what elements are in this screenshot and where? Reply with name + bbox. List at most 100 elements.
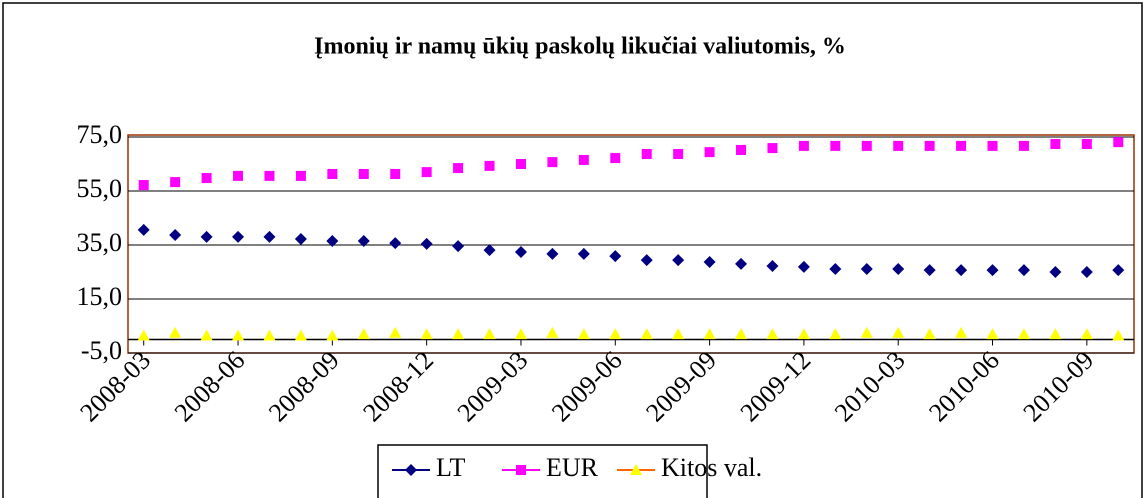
point: [390, 168, 401, 179]
point: [452, 240, 465, 253]
series: [137, 326, 1125, 341]
point: [169, 326, 182, 338]
y-tick-label: 15,0: [77, 282, 123, 311]
point: [263, 329, 276, 341]
point: [767, 143, 778, 154]
point: [170, 177, 181, 188]
y-tick-label: 55,0: [77, 174, 123, 203]
point: [987, 140, 998, 151]
legend-marker: [630, 464, 642, 475]
point: [137, 329, 150, 341]
point: [514, 246, 527, 259]
point: [829, 263, 842, 276]
point: [861, 140, 872, 151]
point: [200, 329, 213, 341]
point: [704, 147, 715, 158]
point: [766, 328, 779, 340]
point: [483, 328, 496, 340]
point: [893, 140, 904, 151]
point: [1017, 328, 1030, 340]
point: [546, 326, 559, 338]
legend-box: [377, 444, 708, 498]
point: [956, 140, 967, 151]
point: [1049, 266, 1062, 278]
point: [1081, 139, 1092, 150]
point: [955, 326, 968, 338]
point: [736, 144, 747, 155]
point: [546, 247, 559, 260]
point: [1112, 329, 1125, 341]
point: [137, 223, 150, 236]
point: [1080, 328, 1093, 340]
point: [169, 229, 182, 242]
point: [263, 230, 276, 243]
point: [798, 140, 809, 151]
point: [294, 233, 307, 246]
point: [232, 329, 245, 341]
point: [264, 170, 275, 181]
point: [138, 180, 149, 191]
legend-label: EUR: [546, 453, 599, 482]
point: [892, 263, 905, 276]
point: [609, 328, 622, 340]
point: [420, 328, 433, 340]
point: [389, 237, 402, 250]
point: [484, 160, 495, 171]
point: [326, 234, 339, 247]
point: [420, 237, 433, 250]
point: [1049, 328, 1062, 340]
point: [640, 254, 653, 267]
legend: LT EUR Kitos val.: [377, 444, 762, 498]
point: [326, 329, 339, 341]
point: [610, 153, 621, 164]
point: [1112, 264, 1125, 277]
point: [514, 328, 527, 340]
point: [1050, 139, 1061, 150]
point: [233, 170, 244, 181]
legend-marker: [405, 464, 417, 476]
point: [577, 247, 590, 260]
point: [453, 163, 464, 174]
point: [201, 173, 212, 184]
series: [138, 137, 1124, 191]
legend-label: LT: [436, 453, 465, 482]
point: [672, 328, 685, 340]
point: [860, 326, 873, 338]
point: [703, 256, 716, 269]
legend-label: Kitos val.: [661, 453, 762, 482]
point: [294, 329, 307, 341]
point: [673, 149, 684, 160]
point: [389, 326, 402, 338]
point: [830, 140, 841, 151]
point: [357, 328, 370, 340]
point: [735, 328, 748, 340]
point: [955, 264, 968, 277]
y-tick-label: -5,0: [81, 336, 122, 365]
point: [1017, 264, 1030, 277]
point: [703, 328, 716, 340]
plot-area: [127, 134, 1135, 354]
point: [515, 159, 526, 169]
y-tick-label: 35,0: [77, 228, 123, 257]
point: [923, 264, 936, 277]
point: [735, 257, 748, 270]
point: [924, 140, 935, 151]
point: [232, 230, 245, 243]
point: [295, 170, 306, 181]
point: [923, 328, 936, 340]
point: [797, 328, 810, 340]
legend-marker: [516, 465, 526, 475]
point: [358, 168, 369, 179]
point: [797, 260, 810, 273]
point: [421, 167, 432, 178]
point: [609, 250, 622, 263]
point: [1018, 140, 1029, 151]
point: [892, 326, 905, 338]
point: [578, 154, 589, 165]
series: [137, 223, 1125, 278]
point: [200, 230, 213, 243]
point: [766, 260, 779, 273]
point: [547, 157, 558, 168]
y-tick-label: 75,0: [77, 120, 123, 149]
